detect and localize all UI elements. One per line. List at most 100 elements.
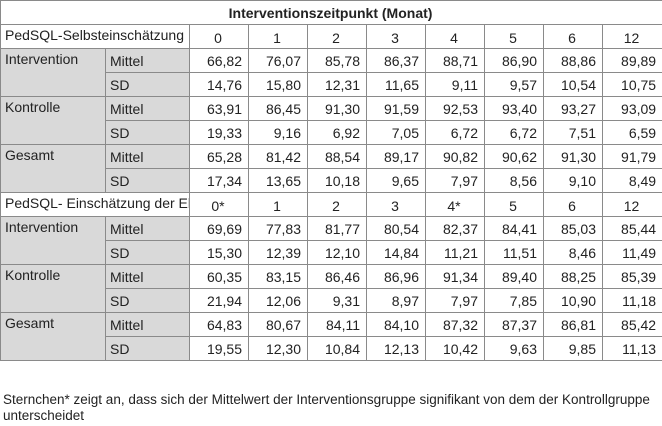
value-cell: 93,40 — [484, 96, 544, 121]
table-row: SD 15,30 12,39 12,10 14,84 11,21 11,51 8,46 11,4… — [1, 240, 662, 265]
group-label: Gesamt — [0, 312, 106, 361]
timepoint-header: 0* — [189, 192, 249, 217]
value-cell: 9,65 — [366, 168, 426, 193]
value-cell: 12,06 — [248, 288, 308, 313]
value-cell: 63,91 — [189, 96, 249, 121]
timepoint-header: 1 — [248, 192, 308, 217]
value-cell: 88,54 — [307, 144, 367, 169]
results-table: Interventionszeitpunkt (Monat) PedSQL-Sel… — [0, 0, 662, 361]
value-cell: 7,97 — [425, 168, 485, 193]
statistic-label: Mittel — [105, 48, 190, 73]
value-cell: 11,49 — [601, 240, 662, 265]
value-cell: 85,42 — [601, 312, 662, 337]
value-cell: 8,56 — [484, 168, 544, 193]
timepoint-header: 12 — [601, 24, 662, 49]
value-cell: 10,42 — [425, 336, 485, 361]
group-label: Kontrolle — [0, 264, 106, 313]
value-cell: 11,51 — [484, 240, 544, 265]
value-cell: 8,97 — [366, 288, 426, 313]
timepoint-header: 0 — [189, 24, 249, 49]
timepoint-header: 4* — [425, 192, 485, 217]
value-cell: 9,85 — [543, 336, 603, 361]
value-cell: 10,18 — [307, 168, 367, 193]
value-cell: 91,59 — [366, 96, 426, 121]
value-cell: 9,57 — [484, 72, 544, 97]
timepoint-header: 4 — [425, 24, 485, 49]
section-label: PedSQL-Selbsteinschätzung — [0, 24, 190, 49]
value-cell: 8,46 — [543, 240, 603, 265]
statistic-label: Mittel — [105, 96, 190, 121]
statistic-label: SD — [105, 240, 190, 265]
value-cell: 66,82 — [189, 48, 249, 73]
value-cell: 86,81 — [543, 312, 603, 337]
value-cell: 7,51 — [543, 120, 603, 145]
table-row: SD 14,76 15,80 12,31 11,65 9,11 9,57 10,54 10,75 — [1, 72, 662, 97]
value-cell: 14,76 — [189, 72, 249, 97]
table-row: SD 19,33 9,16 6,92 7,05 6,72 6,72 7,51 6,59 — [1, 120, 662, 145]
value-cell: 9,16 — [248, 120, 308, 145]
value-cell: 10,84 — [307, 336, 367, 361]
value-cell: 93,27 — [543, 96, 603, 121]
value-cell: 85,44 — [601, 216, 662, 241]
table-row: Gesamt Mittel 65,28 81,42 88,54 89,17 90,82 90,… — [0, 144, 662, 193]
group-label: Gesamt — [0, 144, 106, 193]
value-cell: 9,31 — [307, 288, 367, 313]
footnote: Sternchen* zeigt an, dass sich der Mitte… — [3, 392, 650, 423]
value-cell: 91,79 — [601, 144, 662, 169]
title-row: Interventionszeitpunkt (Monat) — [0, 0, 662, 25]
value-cell: 85,03 — [543, 216, 603, 241]
section-label: PedSQL- Einschätzung der Eltern — [0, 192, 190, 217]
timepoint-header: 3 — [366, 192, 426, 217]
value-cell: 11,18 — [601, 288, 662, 313]
table-row: Intervention Mittel 69,69 77,83 81,77 80,54 82… — [0, 216, 662, 265]
group-label: Intervention — [0, 216, 106, 265]
value-cell: 90,82 — [425, 144, 485, 169]
value-cell: 86,96 — [366, 264, 426, 289]
value-cell: 89,17 — [366, 144, 426, 169]
value-cell: 11,21 — [425, 240, 485, 265]
value-cell: 91,30 — [543, 144, 603, 169]
statistic-label: SD — [105, 336, 190, 361]
value-cell: 86,45 — [248, 96, 308, 121]
value-cell: 11,65 — [366, 72, 426, 97]
timepoint-header: 3 — [366, 24, 426, 49]
value-cell: 12,39 — [248, 240, 308, 265]
value-cell: 85,39 — [601, 264, 662, 289]
group-label: Kontrolle — [0, 96, 106, 145]
value-cell: 64,83 — [189, 312, 249, 337]
value-cell: 7,05 — [366, 120, 426, 145]
table-row: SD 19,55 12,30 10,84 12,13 10,42 9,63 9,85 11,13 — [1, 336, 662, 361]
value-cell: 84,11 — [307, 312, 367, 337]
value-cell: 93,09 — [601, 96, 662, 121]
value-cell: 82,37 — [425, 216, 485, 241]
value-cell: 7,85 — [484, 288, 544, 313]
value-cell: 81,42 — [248, 144, 308, 169]
value-cell: 7,97 — [425, 288, 485, 313]
value-cell: 6,92 — [307, 120, 367, 145]
table-row: SD 17,34 13,65 10,18 9,65 7,97 8,56 9,10 8,49 — [1, 168, 662, 193]
statistic-label: Mittel — [105, 216, 190, 241]
value-cell: 83,15 — [248, 264, 308, 289]
table-row: Kontrolle Mittel 60,35 83,15 86,46 86,96 91,34… — [0, 264, 662, 313]
section-header-row: PedSQL-Selbsteinschätzung 0 1 2 3 4 5 6 12 — [0, 24, 662, 49]
section-header-row: PedSQL- Einschätzung der Eltern0*1234*56… — [0, 192, 662, 217]
value-cell: 89,40 — [484, 264, 544, 289]
value-cell: 77,83 — [248, 216, 308, 241]
value-cell: 89,89 — [601, 48, 662, 73]
value-cell: 12,31 — [307, 72, 367, 97]
value-cell: 15,30 — [189, 240, 249, 265]
value-cell: 12,10 — [307, 240, 367, 265]
timepoint-header: 5 — [484, 192, 544, 217]
timepoint-header: 2 — [307, 192, 367, 217]
value-cell: 65,28 — [189, 144, 249, 169]
value-cell: 81,77 — [307, 216, 367, 241]
value-cell: 91,30 — [307, 96, 367, 121]
value-cell: 69,69 — [189, 216, 249, 241]
value-cell: 92,53 — [425, 96, 485, 121]
table-row: Kontrolle Mittel 63,91 86,45 91,30 91,59 92,53… — [0, 96, 662, 145]
statistic-label: SD — [105, 288, 190, 313]
value-cell: 9,63 — [484, 336, 544, 361]
value-cell: 11,13 — [601, 336, 662, 361]
value-cell: 9,10 — [543, 168, 603, 193]
